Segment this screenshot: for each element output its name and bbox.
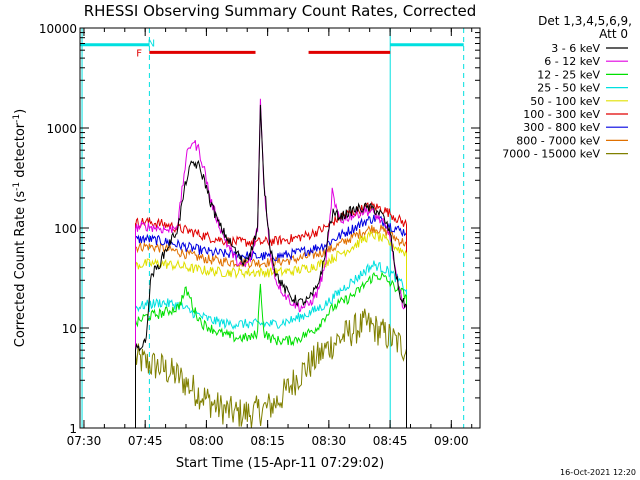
legend-label: 100 - 300 keV <box>523 108 600 121</box>
y-axis-label: Corrected Count Rate (s-1 detector-1) <box>12 109 28 347</box>
series-line <box>135 104 407 428</box>
y-tick-label: 1000 <box>46 122 77 136</box>
series-line <box>135 271 407 428</box>
legend-label: 6 - 12 keV <box>544 55 600 68</box>
series-line <box>135 308 407 429</box>
x-tick-label: 09:00 <box>434 434 469 448</box>
y-tick-label: 10000 <box>39 22 77 36</box>
series-line <box>135 224 407 428</box>
status-annotation: F <box>136 48 142 59</box>
series-line <box>135 260 407 428</box>
legend-label: 3 - 6 keV <box>551 42 600 55</box>
legend-label: 7000 - 15000 keV <box>502 148 600 161</box>
x-tick-label: 07:30 <box>67 434 102 448</box>
legend-label: 25 - 50 keV <box>537 82 600 95</box>
footer-date: 16-Oct-2021 12:20 <box>560 468 636 477</box>
x-tick-label: 07:45 <box>128 434 163 448</box>
y-tick-label: 10 <box>62 322 77 336</box>
legend-header-line2: Att 0 <box>599 27 628 41</box>
x-axis-label: Start Time (15-Apr-11 07:29:02) <box>176 456 384 471</box>
legend-header-line1: Det 1,3,4,5,6,9, <box>538 14 632 28</box>
y-tick-label: 1 <box>69 422 77 436</box>
series-line <box>135 200 407 428</box>
y-axis-label-part: ) <box>13 109 28 114</box>
status-annotation: N <box>148 38 155 49</box>
series-line <box>135 230 407 428</box>
x-tick-label: 08:15 <box>250 434 285 448</box>
y-axis-label-exponent: -1 <box>12 114 22 123</box>
y-axis-label-part: Corrected Count Rate (s <box>13 191 28 348</box>
y-tick-label: 100 <box>54 222 77 236</box>
legend-label: 12 - 25 keV <box>537 68 600 81</box>
data-layer: FN <box>80 28 465 429</box>
y-axis-label-part: detector <box>13 122 28 182</box>
axis-layer: 07:30 07:45 08:00 08:15 08:30 08:45 09:00 1 10 10… <box>39 22 480 448</box>
x-tick-label: 08:45 <box>373 434 408 448</box>
x-tick-label: 08:00 <box>189 434 224 448</box>
x-tick-label: 08:30 <box>312 434 347 448</box>
legend-label: 50 - 100 keV <box>530 95 600 108</box>
chart-title: RHESSI Observing Summary Count Rates, Co… <box>84 2 477 20</box>
legend-label: 300 - 800 keV <box>523 121 600 134</box>
legend-label: 800 - 7000 keV <box>516 134 600 147</box>
y-axis-label-exponent: -1 <box>12 182 22 191</box>
